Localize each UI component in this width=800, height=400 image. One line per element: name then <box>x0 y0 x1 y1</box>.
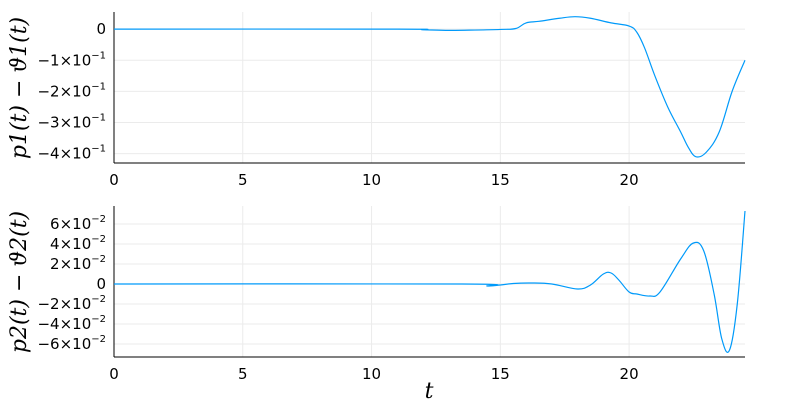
top-y-tick-label: 0 <box>96 20 106 38</box>
top-plot-panel: 0 5 10 15 20 0 −1×10−1 −2×10−1 −3×10−1 −4×10−1 <box>37 12 746 189</box>
bottom-x-tick-label: 20 <box>620 365 639 383</box>
top-x-tick-label: 20 <box>620 171 639 189</box>
top-y-tick-label: −4×10−1 <box>37 144 106 163</box>
bottom-x-tick-label: 10 <box>362 365 381 383</box>
bottom-y-tick-label: −4×10−2 <box>37 314 106 333</box>
bottom-y-tick-label: −6×10−2 <box>37 334 106 353</box>
bottom-x-tick-label: 0 <box>109 365 119 383</box>
bottom-x-tick-label: 5 <box>238 365 248 383</box>
top-y-tick-label: −2×10−1 <box>37 81 106 100</box>
bottom-x-tick-label: 15 <box>491 365 510 383</box>
bottom-y-tick-label: 0 <box>96 275 106 293</box>
top-y-tick-label: −1×10−1 <box>37 50 106 69</box>
top-x-tick-label: 0 <box>109 171 119 189</box>
top-y-axis-label: p1(t) − ϑ1(t) <box>7 17 32 159</box>
bottom-x-axis-label: t <box>425 379 434 400</box>
bottom-series-line <box>113 210 746 353</box>
top-y-tick-label: −3×10−1 <box>37 113 106 132</box>
top-x-tick-label: 15 <box>491 171 510 189</box>
top-x-tick-label: 5 <box>238 171 248 189</box>
top-x-tick-label: 10 <box>362 171 381 189</box>
bottom-y-tick-label: −2×10−2 <box>37 294 106 313</box>
bottom-y-tick-label: 6×10−2 <box>50 214 106 233</box>
top-series-line <box>113 16 746 158</box>
bottom-y-axis-label: p2(t) − ϑ2(t) <box>7 211 32 353</box>
bottom-y-tick-label: 2×10−2 <box>50 254 106 273</box>
bottom-plot-panel: 0 5 10 15 206×10−24×10−22×10−20−2×10−2−4×10−… <box>37 206 746 383</box>
bottom-y-tick-label: 4×10−2 <box>50 234 106 253</box>
